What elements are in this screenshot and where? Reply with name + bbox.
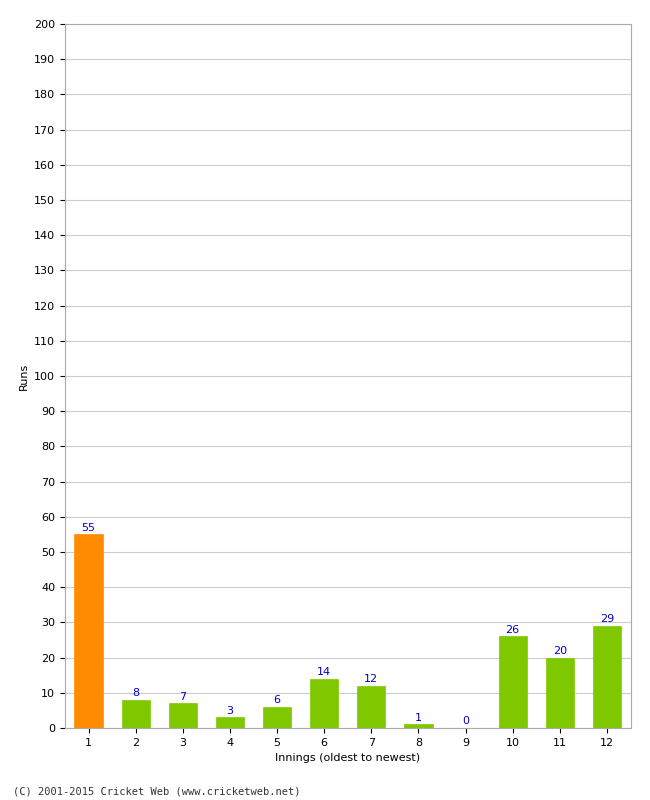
Bar [169, 703, 197, 728]
Bar [358, 686, 385, 728]
Bar [310, 678, 338, 728]
Text: 14: 14 [317, 667, 332, 677]
Text: 1: 1 [415, 713, 422, 722]
Text: 3: 3 [226, 706, 233, 716]
Text: 20: 20 [552, 646, 567, 656]
X-axis label: Innings (oldest to newest): Innings (oldest to newest) [275, 754, 421, 763]
Text: 26: 26 [506, 625, 520, 634]
Bar [545, 658, 574, 728]
Text: 55: 55 [81, 522, 96, 533]
Text: 29: 29 [600, 614, 614, 624]
Bar [263, 707, 291, 728]
Bar [404, 725, 433, 728]
Text: 12: 12 [364, 674, 378, 684]
Y-axis label: Runs: Runs [19, 362, 29, 390]
Bar [74, 534, 103, 728]
Text: 6: 6 [274, 695, 281, 705]
Bar [216, 718, 244, 728]
Bar [593, 626, 621, 728]
Text: 7: 7 [179, 691, 187, 702]
Text: 8: 8 [132, 688, 139, 698]
Text: (C) 2001-2015 Cricket Web (www.cricketweb.net): (C) 2001-2015 Cricket Web (www.cricketwe… [13, 786, 300, 796]
Bar [499, 637, 526, 728]
Bar [122, 700, 150, 728]
Text: 0: 0 [462, 716, 469, 726]
